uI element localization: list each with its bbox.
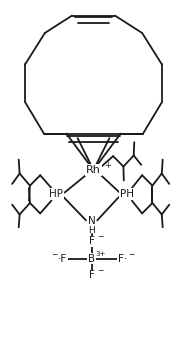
Text: H: H — [88, 226, 95, 235]
Text: HP: HP — [49, 189, 63, 199]
Text: B: B — [88, 254, 95, 263]
Text: −: − — [97, 232, 104, 242]
Text: −: − — [51, 250, 57, 259]
Text: Rh: Rh — [86, 165, 101, 175]
Text: PH: PH — [120, 189, 134, 199]
Text: ·F: ·F — [58, 254, 67, 263]
Text: +: + — [104, 161, 111, 170]
Text: F: F — [89, 236, 95, 246]
Text: F: F — [89, 270, 95, 280]
Text: N: N — [88, 217, 96, 226]
Text: −: − — [97, 266, 104, 276]
Text: 3+: 3+ — [96, 251, 106, 257]
Text: F·: F· — [118, 254, 127, 263]
Text: −: − — [128, 250, 134, 259]
